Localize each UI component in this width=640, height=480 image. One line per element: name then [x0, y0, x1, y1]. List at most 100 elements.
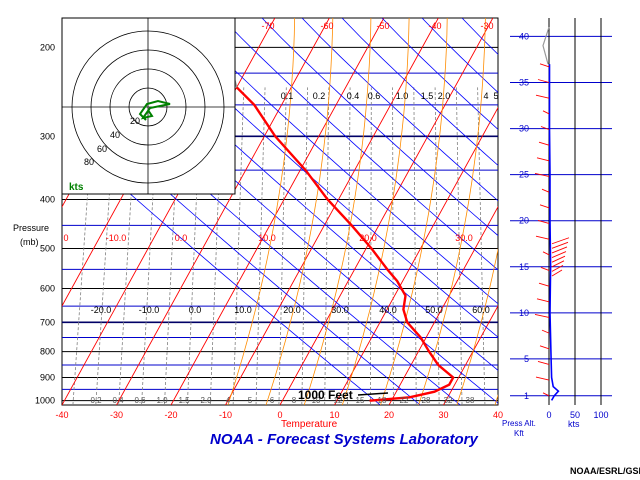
- temperature-tick-label: -30: [110, 410, 123, 420]
- mixing-ratio-line: [370, 87, 372, 405]
- wind-barb: [540, 126, 550, 130]
- moist-adiabat-line: [494, 394, 498, 405]
- wind-barb: [542, 251, 550, 256]
- wind-barb: [551, 264, 564, 272]
- mixing-ratio-line: [209, 87, 223, 405]
- mixing-ratio-top-label: 5: [493, 91, 498, 101]
- isotherm-line: [334, 106, 498, 405]
- dry-adiabat-line: [261, 18, 498, 237]
- dry-adiabat-line: [502, 18, 640, 405]
- temperature-tick-label: 30: [438, 410, 448, 420]
- hodograph-ring: [90, 49, 206, 165]
- dry-adiabat-line: [381, 18, 498, 130]
- isotherm-line: [170, 18, 385, 405]
- pressure-tick-label: 200: [40, 42, 55, 52]
- isotherm-mid-label: 0.0: [189, 305, 202, 315]
- dry-adiabat-line: [62, 132, 381, 405]
- wind-speed-tick-label: 100: [593, 410, 608, 420]
- temperature-profile-line: [235, 86, 455, 402]
- isotherm-line: [279, 18, 494, 405]
- temperature-tick-label: 10: [329, 410, 339, 420]
- mixing-ratio-bottom-label: 2.0: [200, 396, 212, 405]
- mixing-ratio-bottom-label: 0.6: [134, 396, 146, 405]
- isotherm-mid-label: -20.0: [91, 305, 112, 315]
- isotherm-top-label: -40: [428, 21, 441, 31]
- wind-speed-tick-label: 0: [546, 410, 551, 420]
- mixing-ratio-line: [255, 87, 266, 405]
- hodograph-ring-label: 20: [130, 116, 140, 126]
- wind-barb: [540, 267, 550, 271]
- wind-barb: [537, 361, 550, 365]
- wind-barb: [535, 376, 550, 381]
- temperature-tick-label: -40: [55, 410, 68, 420]
- wind-barb: [534, 173, 550, 177]
- mixing-ratio-bottom-label: 4: [226, 396, 231, 405]
- mixing-ratio-top-label: 4: [483, 91, 488, 101]
- wind-height-tick-label: 25: [519, 170, 529, 180]
- wind-height-label-line2: Kft: [514, 429, 525, 438]
- annotation-1000-feet: 1000 Feet: [298, 388, 353, 402]
- chart-title: NOAA - Forecast Systems Laboratory: [210, 431, 479, 448]
- wind-speed-tick-label: 50: [570, 410, 580, 420]
- isotherm-top-label: -50: [376, 21, 389, 31]
- mixing-ratio-bottom-label: 0.2: [90, 396, 102, 405]
- mixing-ratio-bottom-label: 15: [356, 396, 365, 405]
- moist-adiabat-line: [303, 18, 372, 405]
- pressure-tick-label: 900: [40, 373, 55, 383]
- moist-adiabat-line: [265, 18, 334, 405]
- wind-height-tick-label: 35: [519, 78, 529, 88]
- wind-barb: [551, 241, 569, 249]
- isotherm-line: [116, 18, 330, 405]
- wind-barb: [541, 329, 550, 334]
- temperature-tick-label: 40: [493, 410, 503, 420]
- wind-barb: [535, 94, 550, 99]
- moist-adiabat-line: [418, 18, 486, 405]
- mixing-ratio-bottom-label: 32: [444, 396, 453, 405]
- dry-adiabat-line: [421, 18, 498, 94]
- mixing-ratio-bottom-label: 10: [312, 396, 321, 405]
- temperature-tick-label: -20: [164, 410, 177, 420]
- mixing-ratio-bottom-label: 38: [466, 396, 475, 405]
- isotherm-mid-label: 20.0: [283, 305, 301, 315]
- wind-barb: [551, 255, 566, 263]
- isotherm-mid-label: 30.0: [331, 305, 349, 315]
- pressure-tick-label: 600: [40, 284, 55, 294]
- isotherm-mid-label: 50.0: [425, 305, 443, 315]
- isotherm-line: [553, 18, 640, 405]
- mixing-ratio-top-label: 0.4: [347, 91, 360, 101]
- isotherm-line: [388, 205, 498, 405]
- wind-barb: [551, 246, 568, 254]
- mixing-ratio-line: [324, 87, 330, 405]
- hodograph-frame: [61, 17, 236, 195]
- mixing-ratio-line: [301, 87, 308, 405]
- temperature-tick-label: 20: [384, 410, 394, 420]
- wind-barb: [537, 220, 550, 224]
- mixing-ratio-line: [186, 87, 202, 405]
- isotherm-mid-label: 60.0: [472, 305, 490, 315]
- wind-barb: [536, 157, 550, 162]
- wind-barb: [536, 298, 550, 303]
- pressure-tick-label: 700: [40, 317, 55, 327]
- dry-adiabat-line: [542, 18, 640, 405]
- wind-barb: [539, 345, 550, 350]
- wind-barb: [551, 251, 567, 258]
- isotherm-line: [443, 304, 498, 405]
- wind-speed-label: kts: [568, 419, 580, 429]
- mixing-ratio-bottom-label: 18: [378, 396, 387, 405]
- annotation-pointer: [357, 392, 389, 396]
- wind-barb: [551, 269, 563, 277]
- mixing-ratio-top-label: 1.5: [421, 91, 434, 101]
- mixing-ratio-bottom-label: 28: [422, 396, 431, 405]
- hodograph-ring-label: 60: [97, 144, 107, 154]
- wind-height-tick-label: 5: [524, 354, 529, 364]
- temperature-tick-label: -10: [219, 410, 232, 420]
- isotherm-top-label: -70: [261, 21, 274, 31]
- hodograph-ring-label: 80: [84, 157, 94, 167]
- pressure-tick-label: 500: [40, 243, 55, 253]
- mixing-ratio-bottom-label: 6: [270, 396, 275, 405]
- mixing-ratio-top-label: 0.2: [313, 91, 326, 101]
- isotherm-row-label: -10.0: [106, 233, 127, 243]
